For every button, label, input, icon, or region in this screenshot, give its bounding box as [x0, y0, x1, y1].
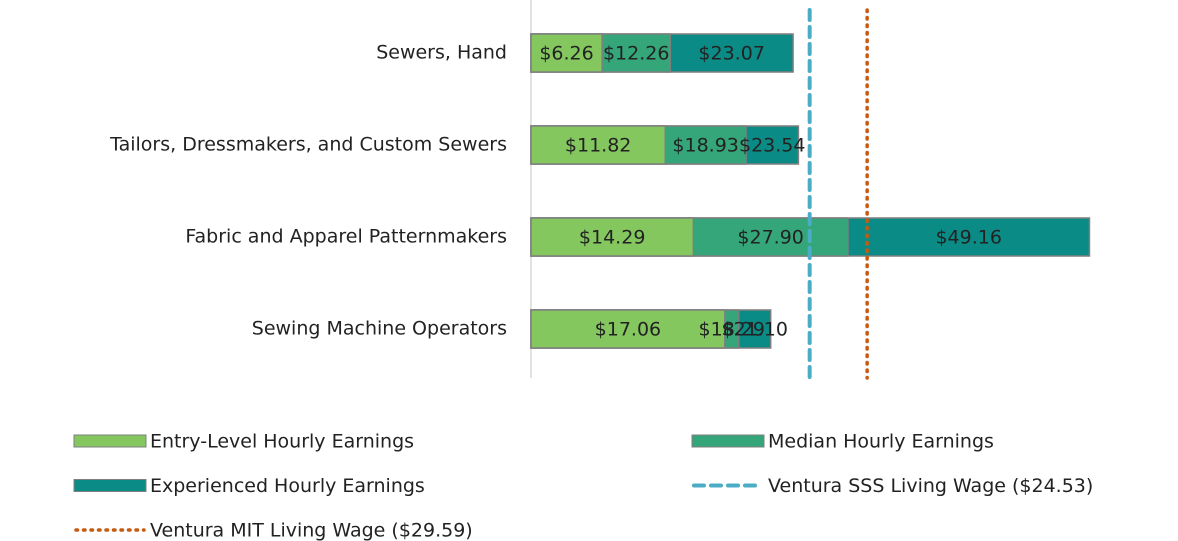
bar [530, 125, 667, 165]
data-label: $18.93 [672, 135, 738, 157]
data-label: $21.10 [721, 319, 787, 341]
bar [530, 309, 726, 349]
legend-label: Ventura MIT Living Wage ($29.59) [150, 520, 473, 541]
legend-swatch [691, 434, 765, 448]
data-label: $6.26 [539, 43, 593, 65]
legend-swatch [73, 479, 147, 492]
data-label: $14.29 [579, 227, 645, 249]
bar [530, 33, 603, 73]
legend-label: Experienced Hourly Earnings [150, 475, 425, 497]
data-label: $18.29 [699, 319, 765, 341]
legend-label: Median Hourly Earnings [768, 431, 994, 453]
data-label: $49.16 [935, 227, 1001, 249]
category-label: Tailors, Dressmakers, and Custom Sewers [109, 134, 507, 156]
data-label: $23.07 [698, 43, 764, 65]
data-label: $11.82 [565, 135, 631, 157]
legend-label: Entry-Level Hourly Earnings [150, 431, 414, 453]
category-label: Sewing Machine Operators [252, 318, 507, 340]
category-label: Fabric and Apparel Patternmakers [185, 226, 507, 248]
data-label: $27.90 [737, 227, 803, 249]
data-label: $17.06 [595, 319, 661, 341]
legend-label: Ventura SSS Living Wage ($24.53) [768, 475, 1093, 497]
legend-swatch [73, 434, 147, 448]
bar [530, 217, 695, 257]
category-label: Sewers, Hand [376, 42, 507, 64]
data-label: $12.26 [603, 43, 669, 65]
data-label: $23.54 [739, 135, 805, 157]
